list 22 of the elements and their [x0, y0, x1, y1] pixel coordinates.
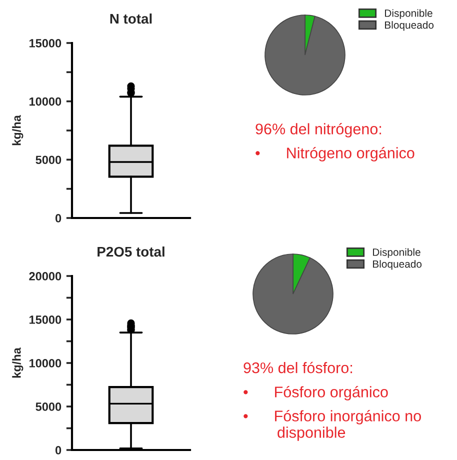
- legend-label: Bloqueado: [385, 21, 434, 31]
- text: • Fósforo inorgánico no disponible: [244, 410, 421, 441]
- y-tick-label: 20000: [29, 272, 62, 280]
- legend-label: Bloqueado: [373, 260, 422, 270]
- y-tick-label: 10000: [30, 97, 62, 106]
- text: 93% del fósforo:: [244, 362, 352, 374]
- y-axis-title: kg/ha: [12, 115, 24, 146]
- y-axis-title: kg/ha: [12, 348, 24, 378]
- text: • Nitrógeno orgánico: [256, 147, 414, 162]
- text: 96% del nitrógeno:: [256, 123, 382, 138]
- y-tick-label: 15000: [30, 39, 62, 48]
- y-tick-label: 5000: [36, 402, 62, 411]
- y-tick-label: 15000: [30, 316, 62, 324]
- y-tick-label: 10000: [30, 359, 62, 368]
- chart-title: P2O5 total: [98, 246, 164, 257]
- y-tick-label: 5000: [36, 156, 62, 164]
- y-tick-label: 0: [55, 446, 62, 454]
- chart-title: N total: [110, 13, 152, 24]
- text: • Fósforo orgánico: [244, 386, 388, 400]
- legend-label: Disponible: [385, 9, 432, 19]
- legend-label: Disponible: [373, 248, 420, 258]
- y-tick-label: 0: [55, 214, 62, 222]
